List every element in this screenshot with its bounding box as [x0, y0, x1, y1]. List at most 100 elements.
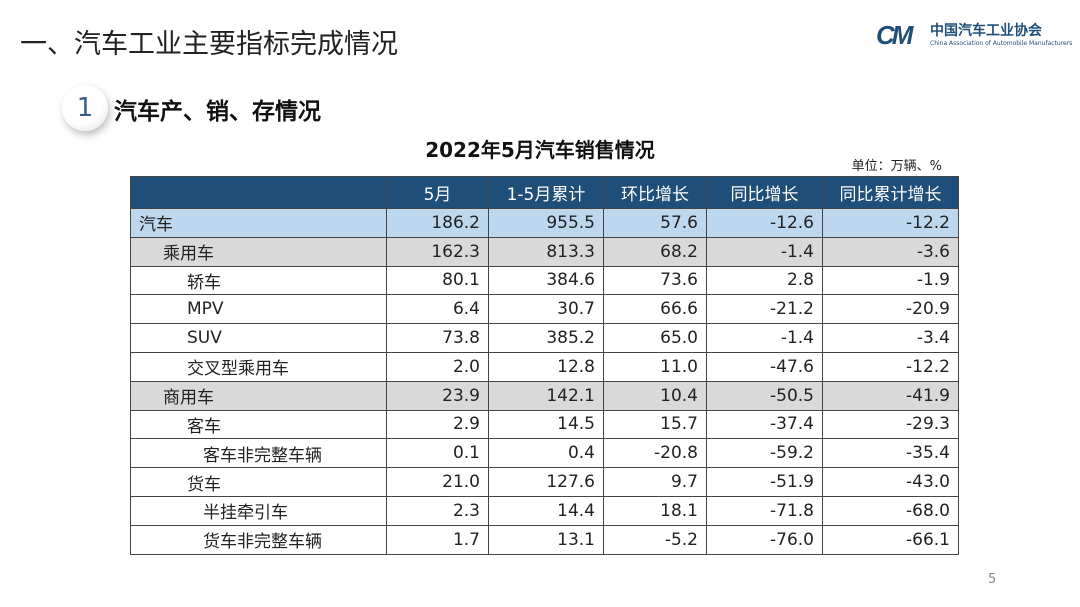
column-header: 同比增长 [706, 176, 823, 209]
row-label: 商用车 [130, 380, 387, 411]
table-header-row: 5月 1-5月累计 环比增长 同比增长 同比累计增长 [130, 176, 959, 209]
cell-value: -1.4 [706, 323, 823, 353]
sales-table: 5月 1-5月累计 环比增长 同比增长 同比累计增长 汽车 186.2 955.5 57.6-… [130, 176, 959, 555]
logo-mark-icon: CM [876, 20, 913, 50]
cell-value: 142.1 [488, 380, 604, 411]
cell-value: -12.6 [706, 208, 823, 238]
cell-value: 186.2 [386, 208, 489, 238]
logo: CM 中国汽车工业协会 China Association of Automob… [876, 18, 1072, 52]
table-row: 乘用车 162.3 813.3 68.2 -1.4 -3.6 [130, 236, 959, 267]
cell-value: -43.0 [822, 467, 959, 497]
cell-value: 14.4 [488, 495, 604, 526]
table-row: 货车 21.0 127.6 9.7 -51.9 -43.0 [130, 467, 959, 497]
table-row: SUV 73.8 385.2 65.0 -1.4 -3.4 [130, 323, 959, 353]
cell-value: 68.2 [603, 236, 707, 267]
cell-value: 0.4 [488, 438, 604, 469]
cell-value: 12.8 [488, 351, 604, 382]
logo-text-en: China Association of Automobile Manufact… [930, 40, 1073, 47]
cell-value: 23.9 [386, 380, 489, 411]
cell-value: 18.1 [603, 495, 707, 526]
cell-value: -59.2 [706, 438, 823, 469]
cell-value: -76.0 [706, 524, 823, 555]
row-label: 乘用车 [130, 236, 387, 267]
row-label: SUV [130, 323, 387, 353]
cell-value: 57.6 [603, 208, 707, 238]
cell-value: 162.3 [386, 236, 489, 267]
table-row: 客车非完整车辆 0.1 0.4 -20.8 -59.2 -35.4 [130, 438, 959, 469]
cell-value: 2.0 [386, 351, 489, 382]
cell-value: -41.9 [822, 380, 959, 411]
cell-value: -35.4 [822, 438, 959, 469]
cell-value: -5.2 [603, 524, 707, 555]
section-number: 1 [62, 85, 108, 131]
cell-value: 955.5 [488, 208, 604, 238]
cell-value: -50.5 [706, 380, 823, 411]
row-label: 交叉型乘用车 [130, 351, 387, 382]
page-number: 5 [988, 572, 997, 587]
cell-value: 73.6 [603, 265, 707, 296]
cell-value: 384.6 [488, 265, 604, 296]
cell-value: -1.4 [706, 236, 823, 267]
row-label: 汽车 [130, 208, 387, 238]
cell-value: 13.1 [488, 524, 604, 555]
cell-value: 1.7 [386, 524, 489, 555]
cell-value: 2.3 [386, 495, 489, 526]
cell-value: 2.9 [386, 409, 489, 440]
row-label: MPV [130, 294, 387, 325]
column-header: 同比累计增长 [822, 176, 959, 209]
cell-value: -20.8 [603, 438, 707, 469]
cell-value: -66.1 [822, 524, 959, 555]
cell-value: -1.9 [822, 265, 959, 296]
column-header: 5月 [386, 176, 489, 209]
cell-value: -71.8 [706, 495, 823, 526]
row-label: 货车 [130, 467, 387, 497]
cell-value: -12.2 [822, 208, 959, 238]
cell-value: 21.0 [386, 467, 489, 497]
cell-value: -51.9 [706, 467, 823, 497]
table-row: MPV 6.4 30.7 66.6 -21.2 -20.9 [130, 294, 959, 325]
row-label: 半挂牵引车 [130, 495, 387, 526]
cell-value: 813.3 [488, 236, 604, 267]
cell-value: 10.4 [603, 380, 707, 411]
cell-value: 127.6 [488, 467, 604, 497]
cell-value: 2.8 [706, 265, 823, 296]
logo-text-cn: 中国汽车工业协会 [930, 23, 1042, 39]
cell-value: 14.5 [488, 409, 604, 440]
row-label: 客车 [130, 409, 387, 440]
column-header: 环比增长 [603, 176, 707, 209]
column-header: 1-5月累计 [488, 176, 604, 209]
cell-value: -21.2 [706, 294, 823, 325]
row-label: 轿车 [130, 265, 387, 296]
page-title: 一、汽车工业主要指标完成情况 [20, 29, 398, 60]
table-row: 客车 2.9 14.5 15.7 -37.4 -29.3 [130, 409, 959, 440]
cell-value: 385.2 [488, 323, 604, 353]
cell-value: 15.7 [603, 409, 707, 440]
table-row: 交叉型乘用车 2.0 12.8 11.0 -47.6 -12.2 [130, 351, 959, 382]
cell-value: 30.7 [488, 294, 604, 325]
cell-value: -3.4 [822, 323, 959, 353]
row-label: 货车非完整车辆 [130, 524, 387, 555]
cell-value: -47.6 [706, 351, 823, 382]
cell-value: 0.1 [386, 438, 489, 469]
column-header [130, 176, 387, 209]
cell-value: -12.2 [822, 351, 959, 382]
cell-value: -20.9 [822, 294, 959, 325]
cell-value: 6.4 [386, 294, 489, 325]
cell-value: 80.1 [386, 265, 489, 296]
table-row: 汽车 186.2 955.5 57.6 -12.6 -12.2 [130, 208, 959, 238]
cell-value: 65.0 [603, 323, 707, 353]
cell-value: 73.8 [386, 323, 489, 353]
table-row: 商用车 23.9 142.1 10.4 -50.5 -41.9 [130, 380, 959, 411]
table-row: 轿车 80.1 384.6 73.6 2.8 -1.9 [130, 265, 959, 296]
row-label: 客车非完整车辆 [130, 438, 387, 469]
table-title-text: 2022年5月汽车销售情况 [425, 138, 655, 162]
table-row: 半挂牵引车 2.3 14.4 18.1 -71.8 -68.0 [130, 495, 959, 526]
cell-value: -3.6 [822, 236, 959, 267]
cell-value: -29.3 [822, 409, 959, 440]
cell-value: 66.6 [603, 294, 707, 325]
table-title: 2022年5月汽车销售情况 [0, 134, 1080, 163]
table-row: 货车非完整车辆 1.7 13.1 -5.2 -76.0 -66.1 [130, 524, 959, 555]
cell-value: -68.0 [822, 495, 959, 526]
unit-label: 单位：万辆、% [851, 159, 942, 174]
cell-value: -37.4 [706, 409, 823, 440]
